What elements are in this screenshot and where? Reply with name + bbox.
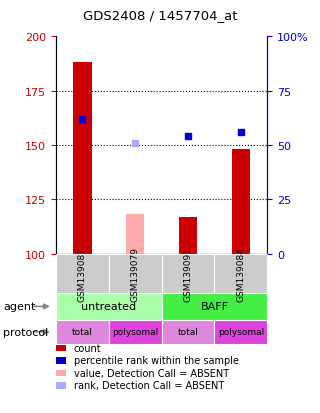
Text: rank, Detection Call = ABSENT: rank, Detection Call = ABSENT xyxy=(74,380,224,390)
Text: GDS2408 / 1457704_at: GDS2408 / 1457704_at xyxy=(83,9,237,22)
Bar xyxy=(179,217,197,254)
Text: percentile rank within the sample: percentile rank within the sample xyxy=(74,356,239,366)
Text: polysomal: polysomal xyxy=(112,328,158,337)
Text: polysomal: polysomal xyxy=(218,328,264,337)
Text: count: count xyxy=(74,343,101,353)
Text: BAFF: BAFF xyxy=(200,301,228,312)
Text: protocol: protocol xyxy=(3,327,48,337)
Text: GSM139091: GSM139091 xyxy=(183,246,193,301)
Text: GSM139079: GSM139079 xyxy=(131,246,140,301)
Bar xyxy=(126,215,144,254)
Text: GSM139084: GSM139084 xyxy=(236,246,245,301)
Text: agent: agent xyxy=(3,301,36,312)
Text: total: total xyxy=(178,328,198,337)
Bar xyxy=(73,63,92,254)
Text: GSM139087: GSM139087 xyxy=(78,246,87,301)
Text: value, Detection Call = ABSENT: value, Detection Call = ABSENT xyxy=(74,368,229,378)
Text: untreated: untreated xyxy=(81,301,136,312)
Text: total: total xyxy=(72,328,93,337)
Bar xyxy=(232,150,250,254)
